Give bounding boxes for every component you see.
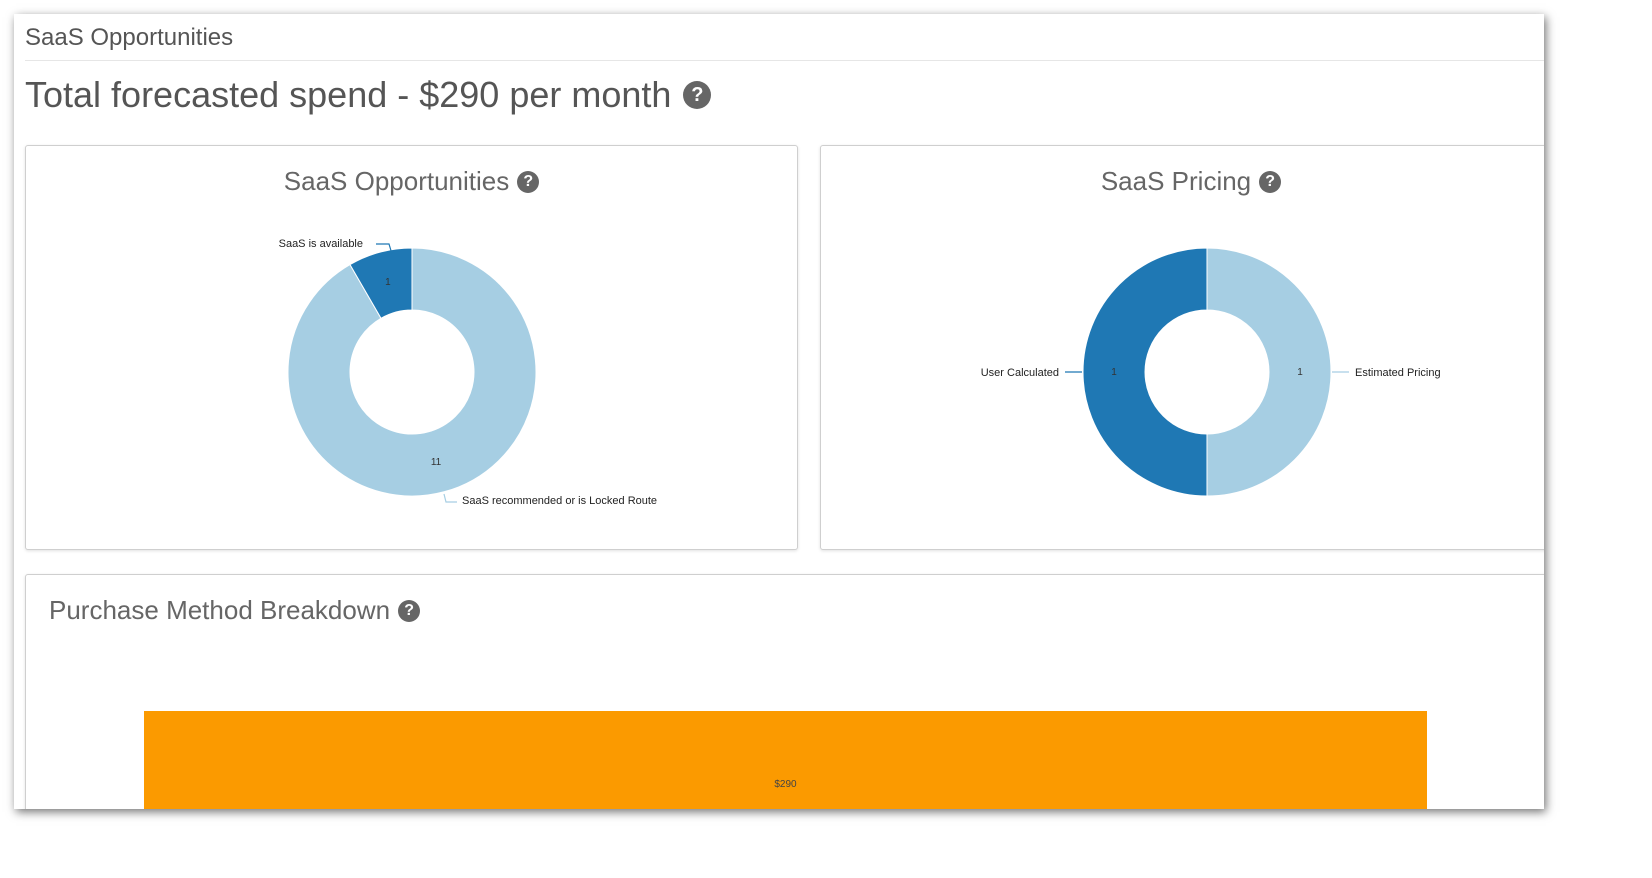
donut-slice-saas-is-available[interactable] <box>349 247 413 319</box>
saas-pricing-panel: SaaS Pricing ? 1 Estimated Pricing 1 User C… <box>820 145 1544 550</box>
panel-title-text: Purchase Method Breakdown <box>49 595 391 625</box>
page-header: SaaS Opportunities <box>25 24 234 51</box>
panel-title: Purchase Method Breakdown ? <box>49 595 421 626</box>
leader-line <box>376 243 393 255</box>
saas-pricing-donut-chart: 1 Estimated Pricing 1 User Calculated <box>981 247 1441 497</box>
panel-title: SaaS Opportunities ? <box>26 166 797 197</box>
slice-value-label: 1 <box>385 277 391 288</box>
help-icon[interactable]: ? <box>1259 170 1282 193</box>
saas-opportunities-panel: SaaS Opportunities ? 11 SaaS recommended … <box>25 145 798 550</box>
purchase-method-panel: Purchase Method Breakdown ? $290 <box>25 574 1544 809</box>
bar-value-label: $290 <box>774 779 797 790</box>
slice-value-label: 1 <box>1111 367 1117 378</box>
panel-title-text: SaaS Opportunities <box>283 166 510 196</box>
slice-value-label: 1 <box>1297 367 1303 378</box>
panel-title: SaaS Pricing ? <box>821 166 1544 197</box>
header-divider <box>25 60 1544 61</box>
help-icon[interactable]: ? <box>398 599 421 622</box>
donut-slice-estimated-pricing[interactable] <box>1206 247 1332 497</box>
slice-label: SaaS is available <box>279 238 363 250</box>
help-icon[interactable]: ? <box>517 170 540 193</box>
help-icon[interactable]: ? <box>683 81 712 109</box>
slice-value-label: 11 <box>431 457 442 468</box>
total-forecast-text: Total forecasted spend - $290 per month <box>25 74 672 115</box>
purchase-method-bar-chart: $290 <box>144 711 1427 809</box>
app-window: SaaS Opportunities Total forecasted spen… <box>14 14 1544 809</box>
slice-label: User Calculated <box>981 367 1059 379</box>
donut-slice-user-calculated[interactable] <box>1082 247 1208 497</box>
panel-title-text: SaaS Pricing <box>1100 166 1252 196</box>
bar[interactable] <box>144 711 1427 809</box>
slice-label: SaaS recommended or is Locked Route <box>462 495 657 507</box>
total-forecast-heading: Total forecasted spend - $290 per month … <box>25 74 712 116</box>
donut-slice-saas-recommended-or-is-locked-route[interactable] <box>287 247 537 497</box>
leader-line <box>443 493 457 503</box>
slice-label: Estimated Pricing <box>1355 367 1441 379</box>
saas-opportunities-donut-chart: 11 SaaS recommended or is Locked Route 1 Sa… <box>279 238 657 507</box>
